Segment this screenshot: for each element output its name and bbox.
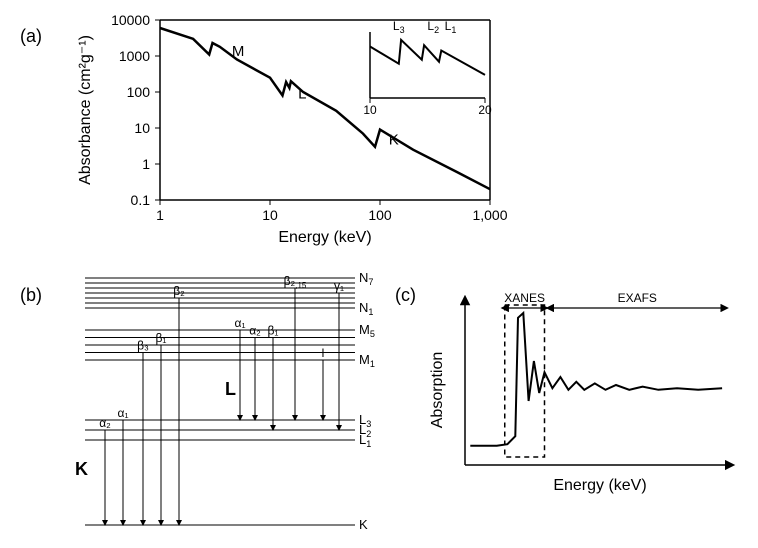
svg-text:α₂: α₂ <box>99 416 111 430</box>
edge-label-m: M <box>232 43 245 60</box>
figure-root: (a) 0.1 1 10 100 1000 10000 1 <box>0 0 758 548</box>
panel-a-xticks: 1 10 100 1,000 <box>156 200 508 223</box>
l-series-label: L <box>225 379 236 399</box>
energy-levels: N7N1M5M1L3L2L1K <box>85 270 375 532</box>
panel-a-yticks: 0.1 1 10 100 1000 10000 <box>111 12 160 208</box>
svg-text:N7: N7 <box>359 270 373 287</box>
svg-text:α₁: α₁ <box>235 316 246 330</box>
ytick-2: 10 <box>134 120 150 136</box>
inset-label-l2: L2 <box>427 19 439 35</box>
panel-c-label: (c) <box>395 285 416 306</box>
panel-a-xlabel: Energy (keV) <box>278 229 371 246</box>
svg-text:β₁: β₁ <box>268 324 279 338</box>
xanes-label: XANES <box>504 291 545 305</box>
svg-text:γ₁: γ₁ <box>334 279 344 293</box>
xtick-2: 100 <box>368 207 392 223</box>
xtick-0: 1 <box>156 207 164 223</box>
svg-text:β₂: β₂ <box>173 284 185 298</box>
svg-text:l: l <box>322 346 325 360</box>
svg-text:β₃: β₃ <box>137 339 149 353</box>
ytick-3: 100 <box>127 84 151 100</box>
panel-a-ylabel: Absorbance (cm²g⁻¹) <box>77 35 94 185</box>
xtick-3: 1,000 <box>472 207 507 223</box>
ytick-4: 1000 <box>119 48 150 64</box>
svg-text:β₂,15: β₂,15 <box>284 274 307 290</box>
svg-text:M5: M5 <box>359 322 375 339</box>
svg-text:K: K <box>359 517 368 532</box>
k-series-arrows: α₂ α₁ β₃ β₁ β₂ <box>99 284 185 523</box>
ytick-1: 1 <box>142 156 150 172</box>
inset-xtick-1: 20 <box>478 103 492 117</box>
k-series-label: K <box>75 459 88 479</box>
svg-text:α₂: α₂ <box>249 324 261 338</box>
panel-c-ylabel: Absorption <box>429 352 446 429</box>
panel-a-inset: 10 20 L3 L2 L1 <box>363 19 492 117</box>
l-series-arrows: α₁α₂ β₁ β₂,15 l γ₁ <box>235 274 345 428</box>
inset-xtick-0: 10 <box>363 103 377 117</box>
panel-b-diagram: N7N1M5M1L3L2L1K α₂α₁β₃β₁β₂ α₁α₂β₁β₂,15lγ… <box>55 270 385 545</box>
inset-label-l3: L3 <box>393 19 405 35</box>
panel-a-label: (a) <box>20 26 42 47</box>
panel-c-xlabel: Energy (keV) <box>553 477 646 494</box>
ytick-5: 10000 <box>111 12 150 28</box>
panel-a-chart: 0.1 1 10 100 1000 10000 1 10 100 1,000 E… <box>70 10 520 250</box>
exafs-label: EXAFS <box>618 291 657 305</box>
ytick-0: 0.1 <box>131 192 151 208</box>
panel-b-label: (b) <box>20 285 42 306</box>
panel-c-curve <box>470 313 722 446</box>
svg-text:N1: N1 <box>359 300 373 317</box>
svg-text:α₁: α₁ <box>118 406 129 420</box>
edge-label-l: L <box>298 86 306 103</box>
svg-text:β₁: β₁ <box>156 331 167 345</box>
inset-label-l1: L1 <box>445 19 457 35</box>
svg-text:M1: M1 <box>359 352 375 369</box>
xtick-1: 10 <box>262 207 278 223</box>
panel-c-chart: Energy (keV) Absorption XANES EXAFS <box>420 280 745 510</box>
edge-label-k: K <box>389 131 399 148</box>
